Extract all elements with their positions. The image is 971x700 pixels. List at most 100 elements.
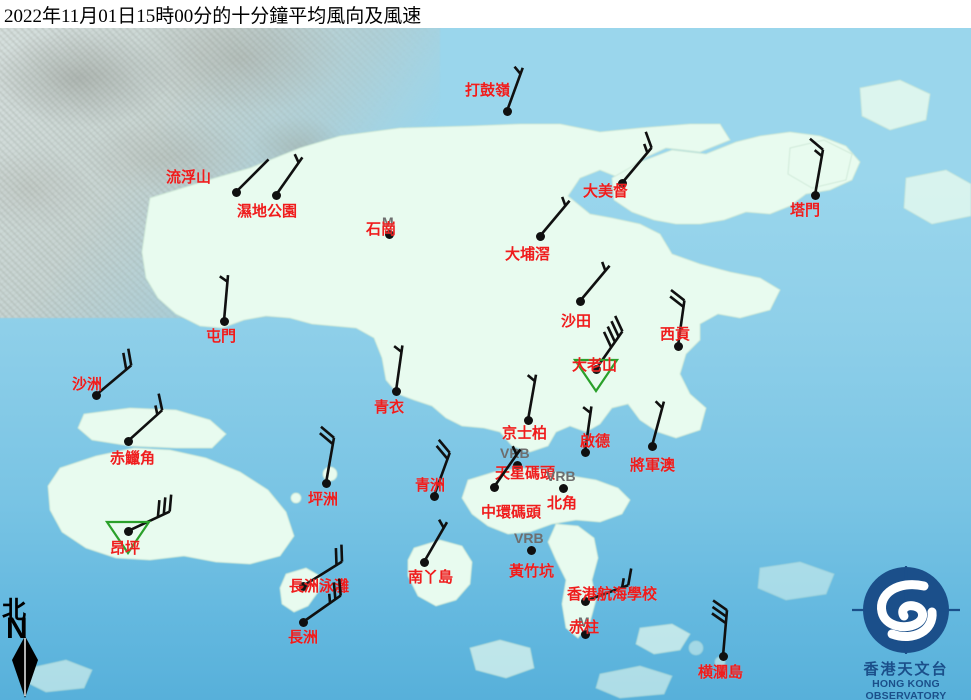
hko-emblem-icon (852, 566, 960, 654)
station-dot (526, 545, 536, 555)
station-dot (575, 296, 585, 306)
station-dot (298, 617, 308, 627)
wind-barb-icon (492, 445, 522, 488)
station-label: 將軍澳 (630, 458, 676, 474)
wind-barb-icon (319, 425, 336, 484)
wind-barb-icon (579, 261, 611, 302)
wind-barb-icon (95, 348, 133, 396)
wind-barb-icon (393, 345, 404, 392)
station-label: 大美督 (583, 184, 629, 200)
station-dot (647, 441, 657, 451)
station-dot (591, 364, 601, 374)
station-label: 香港航海學校 (567, 587, 658, 603)
north-needle-icon (12, 636, 38, 698)
wind-barb-icon (235, 158, 270, 193)
station-dot (489, 482, 499, 492)
wind-barb-icon (809, 137, 825, 196)
wind-barb-icon (594, 315, 624, 370)
station-label: 昂坪 (110, 541, 141, 557)
wind-barb-icon (274, 153, 304, 196)
wind-barb-icon (539, 196, 571, 237)
station-dot (91, 390, 101, 400)
station-label: 沙田 (561, 314, 592, 330)
wind-barb-icon (526, 374, 538, 421)
station-label: 流浮山 (166, 170, 212, 186)
wind-barb-icon (582, 406, 593, 453)
wind-barb-icon (711, 599, 729, 657)
station-dot (523, 415, 533, 425)
station-flag: M (578, 614, 590, 630)
station-dot (512, 460, 522, 470)
station-dot (123, 436, 133, 446)
station-label: 青衣 (374, 400, 405, 416)
station-dot (123, 526, 133, 536)
station-dot (384, 229, 394, 239)
station-dot (718, 651, 728, 661)
wind-barb-icon (127, 393, 164, 442)
station-dot (673, 341, 683, 351)
wind-barb-icon (505, 65, 524, 112)
page-title: 2022年11月01日15時00分的十分鐘平均風向及風速 (4, 6, 422, 27)
station-dot (502, 106, 512, 116)
station-dot (617, 178, 627, 188)
wind-barb-icon (302, 578, 342, 624)
north-label-en: N (6, 612, 28, 645)
station-dot (391, 386, 401, 396)
title-bar: 2022年11月01日15時00分的十分鐘平均風向及風速 (0, 0, 971, 28)
logo-label-en: HONG KONG OBSERVATORY (865, 678, 947, 700)
north-arrow: 北 N (2, 592, 62, 700)
wind-barb-icon (422, 519, 449, 563)
station-dot (419, 557, 429, 567)
hko-logo: 香港天文台 HONG KONG OBSERVATORY (846, 564, 966, 700)
station-dot (219, 316, 229, 326)
station-label: 塔門 (790, 203, 821, 219)
station-label: 青洲 (415, 478, 446, 494)
station-label: 大埔滘 (505, 247, 551, 263)
station-label: 屯門 (206, 329, 237, 345)
station-label: 大老山 (572, 358, 618, 374)
station-dot (231, 187, 241, 197)
station-label: 南丫島 (408, 570, 454, 586)
station-label: 京士柏 (502, 426, 548, 442)
station-label: 赤鱲角 (110, 451, 156, 467)
station-label: 啟德 (580, 434, 611, 450)
wind-barb-icon (432, 438, 451, 497)
station-label: 打鼓嶺 (465, 83, 511, 99)
station-dot (580, 596, 590, 606)
station-label: 長洲 (288, 630, 319, 646)
station-flag: VRB (546, 468, 576, 484)
wind-barb-icon (621, 131, 653, 184)
station-label: 石崗 (366, 222, 397, 238)
wind-barb-icon (302, 544, 344, 588)
logo-label-cn: 香港天文台 (863, 662, 949, 678)
wind-barb-icon (219, 275, 230, 322)
station-label: 北角 (547, 496, 578, 512)
station-label: 横瀾島 (698, 665, 744, 681)
strong-wind-triangle-icon (104, 520, 152, 555)
station-dot (535, 231, 545, 241)
station-label: 黃竹坑 (509, 564, 555, 580)
strong-wind-triangle-icon (572, 358, 620, 393)
station-flag: M (382, 214, 394, 230)
station-dot (321, 478, 331, 488)
wind-barb-icon (650, 400, 666, 447)
station-label: 坪洲 (308, 492, 339, 508)
wind-barb-icon (669, 288, 686, 347)
station-label: 天星碼頭 (495, 466, 556, 482)
north-label-cn: 北 (2, 598, 26, 624)
station-dot (298, 581, 308, 591)
station-dot (580, 629, 590, 639)
station-dot (580, 447, 590, 457)
station-dot (558, 483, 568, 493)
station-dot (429, 491, 439, 501)
station-flag: VRB (514, 530, 544, 546)
station-dot (271, 190, 281, 200)
station-label: 西貢 (660, 327, 691, 343)
station-label: 濕地公園 (237, 204, 298, 220)
station-label: 中環碼頭 (481, 505, 542, 521)
station-label: 沙洲 (72, 377, 103, 393)
station-label: 赤柱 (569, 620, 600, 636)
wind-barb-icon (584, 568, 633, 603)
map-canvas[interactable]: 打鼓嶺 流浮山 濕地公園 M 石崗 大美督 塔門 大埔滘 沙田 西貢 大老山 屯門 沙洲 赤鱲角 青衣 昂坪坪… (0, 28, 971, 700)
